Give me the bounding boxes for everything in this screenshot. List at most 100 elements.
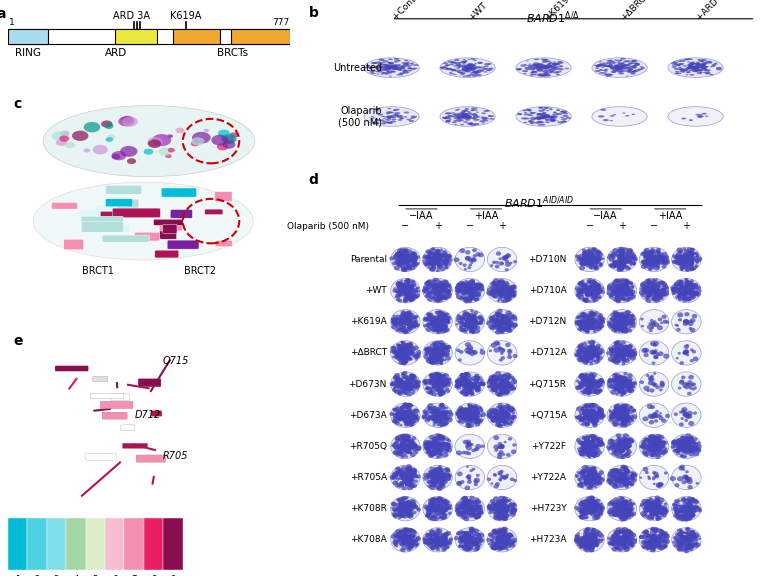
- Circle shape: [403, 539, 407, 542]
- Circle shape: [595, 473, 599, 476]
- Circle shape: [630, 282, 633, 284]
- Circle shape: [410, 118, 413, 119]
- Circle shape: [466, 508, 469, 511]
- Circle shape: [473, 326, 477, 329]
- Circle shape: [465, 503, 472, 509]
- Circle shape: [574, 535, 580, 539]
- Circle shape: [400, 508, 406, 513]
- Circle shape: [590, 543, 594, 547]
- Circle shape: [401, 252, 404, 254]
- Circle shape: [552, 65, 556, 67]
- Circle shape: [661, 264, 667, 268]
- Circle shape: [579, 356, 582, 359]
- Circle shape: [509, 290, 514, 295]
- Circle shape: [499, 499, 503, 503]
- Circle shape: [697, 70, 701, 71]
- Circle shape: [629, 71, 636, 73]
- Circle shape: [465, 417, 469, 421]
- Circle shape: [586, 475, 591, 479]
- Circle shape: [438, 311, 442, 314]
- Circle shape: [684, 257, 689, 262]
- Circle shape: [623, 440, 628, 444]
- Circle shape: [654, 503, 659, 506]
- Circle shape: [497, 499, 501, 503]
- Circle shape: [684, 516, 687, 518]
- Circle shape: [402, 536, 408, 541]
- Circle shape: [577, 357, 584, 362]
- Circle shape: [657, 540, 660, 543]
- Circle shape: [589, 547, 594, 552]
- Circle shape: [406, 541, 408, 544]
- Circle shape: [465, 115, 470, 116]
- Circle shape: [493, 320, 499, 325]
- Circle shape: [685, 539, 688, 541]
- Circle shape: [469, 527, 476, 532]
- Circle shape: [561, 111, 567, 112]
- Circle shape: [600, 411, 604, 414]
- Circle shape: [407, 537, 410, 540]
- Circle shape: [624, 297, 631, 302]
- Circle shape: [469, 385, 472, 388]
- Circle shape: [646, 508, 650, 511]
- Circle shape: [423, 540, 428, 544]
- Circle shape: [583, 328, 588, 332]
- Circle shape: [469, 124, 472, 125]
- Circle shape: [434, 506, 440, 511]
- Circle shape: [406, 507, 409, 510]
- Circle shape: [373, 122, 379, 124]
- Circle shape: [438, 381, 443, 385]
- Circle shape: [402, 290, 406, 292]
- Circle shape: [407, 450, 412, 454]
- Circle shape: [466, 313, 472, 317]
- Circle shape: [444, 259, 448, 262]
- Circle shape: [683, 508, 687, 511]
- Circle shape: [585, 468, 590, 472]
- Circle shape: [591, 535, 594, 537]
- Circle shape: [615, 288, 622, 293]
- Circle shape: [650, 414, 656, 419]
- Circle shape: [653, 448, 657, 450]
- Circle shape: [581, 539, 587, 543]
- Circle shape: [402, 479, 406, 482]
- Circle shape: [437, 323, 442, 327]
- Circle shape: [400, 322, 402, 324]
- Circle shape: [429, 353, 432, 355]
- Circle shape: [685, 260, 689, 264]
- Circle shape: [626, 545, 629, 548]
- Circle shape: [502, 500, 507, 504]
- Circle shape: [587, 539, 591, 543]
- Circle shape: [416, 506, 420, 510]
- Circle shape: [403, 507, 407, 510]
- Circle shape: [654, 255, 660, 260]
- Circle shape: [621, 255, 625, 259]
- Circle shape: [440, 317, 446, 323]
- Circle shape: [622, 509, 627, 513]
- Circle shape: [623, 283, 629, 288]
- Circle shape: [656, 434, 661, 438]
- Circle shape: [684, 446, 689, 450]
- Circle shape: [650, 452, 656, 457]
- Circle shape: [662, 511, 667, 514]
- Circle shape: [493, 289, 497, 292]
- Circle shape: [609, 348, 613, 351]
- Circle shape: [510, 376, 514, 379]
- Circle shape: [499, 286, 503, 290]
- Circle shape: [497, 377, 501, 380]
- Circle shape: [479, 537, 483, 540]
- Circle shape: [396, 444, 402, 448]
- Circle shape: [500, 387, 505, 392]
- Circle shape: [692, 63, 696, 65]
- Circle shape: [463, 503, 469, 508]
- Circle shape: [686, 293, 689, 296]
- Circle shape: [464, 67, 469, 69]
- Circle shape: [585, 377, 587, 380]
- Circle shape: [588, 318, 591, 321]
- Circle shape: [467, 541, 472, 545]
- Circle shape: [679, 445, 683, 449]
- Circle shape: [660, 545, 666, 550]
- Circle shape: [601, 109, 606, 111]
- Circle shape: [475, 546, 480, 550]
- Circle shape: [684, 262, 687, 264]
- Circle shape: [680, 263, 685, 267]
- Circle shape: [582, 327, 588, 332]
